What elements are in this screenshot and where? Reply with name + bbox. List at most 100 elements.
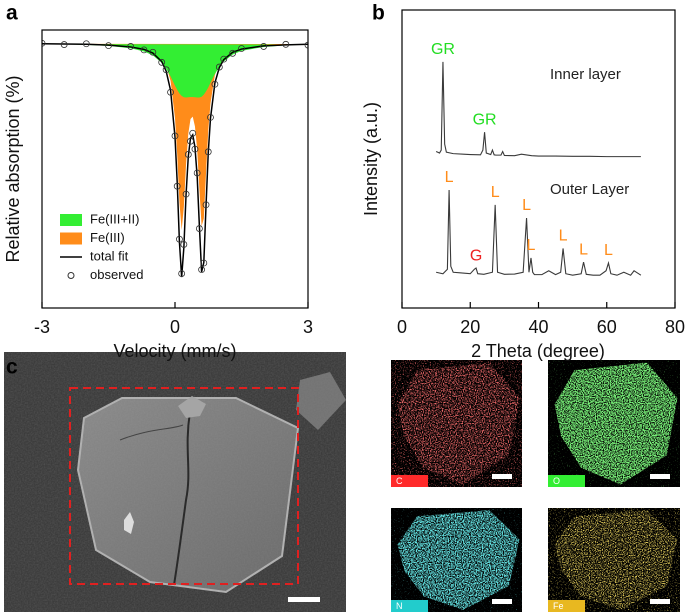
data-point — [60, 41, 68, 48]
selection-box — [69, 387, 299, 585]
element-map: O — [548, 360, 680, 487]
crack — [119, 424, 184, 441]
panel-label: c — [6, 356, 18, 379]
map-label: Fe — [553, 601, 564, 611]
legend-label: total fit — [90, 248, 129, 263]
data-point — [105, 42, 112, 50]
data-point — [220, 55, 228, 63]
element-map: N — [391, 508, 522, 612]
data-point — [158, 58, 166, 66]
x-axis-title: Velocity (mm/s) — [113, 341, 236, 361]
data-point — [187, 137, 194, 145]
y-axis-title: Relative absorption (%) — [3, 75, 23, 262]
legend-label: observed — [90, 267, 143, 282]
map-label: C — [396, 476, 403, 486]
y-axis-title: Intensity (a.u.) — [361, 102, 381, 216]
scale-bar — [650, 599, 670, 604]
x-tick-label: 80 — [665, 317, 685, 337]
legend-swatch — [60, 232, 82, 245]
sem-image — [4, 352, 346, 612]
data-point — [173, 182, 181, 190]
peak-label: L — [604, 242, 613, 259]
peak-label: GR — [473, 111, 497, 128]
data-point — [171, 132, 179, 140]
data-point — [282, 40, 290, 48]
data-point — [207, 113, 214, 121]
area — [42, 44, 308, 98]
data-point — [198, 266, 206, 274]
peak-label: GR — [431, 41, 455, 58]
panel-label: b — [372, 2, 385, 25]
peak-label: L — [522, 197, 531, 214]
chart: -3 0 3 Velocity (mm/s) Relative absorption (… — [3, 29, 313, 361]
line — [435, 61, 641, 158]
particle — [178, 396, 206, 418]
data-point — [178, 270, 186, 277]
x-tick-label: 0 — [397, 317, 407, 337]
legend-swatch — [67, 272, 75, 279]
element-map: C — [391, 360, 522, 487]
data-point — [204, 148, 212, 156]
peak-label: L — [559, 228, 568, 245]
series-label: Outer Layer — [550, 181, 629, 198]
map-label-box — [548, 475, 585, 487]
chart: 0 20 40 60 80 2 Theta (degree) Intensity (a.u.… — [361, 9, 685, 361]
x-tick-label: 60 — [597, 317, 617, 337]
crystal-texture — [78, 398, 298, 592]
legend-label: Fe(III) — [90, 230, 125, 245]
panel-label: a — [6, 2, 18, 25]
data-point — [180, 241, 188, 248]
plot-area — [435, 61, 642, 276]
peak-label: L — [579, 241, 588, 258]
x-tick-label: 3 — [303, 317, 313, 337]
debris — [296, 372, 346, 430]
data-point — [167, 88, 174, 96]
data-point — [189, 129, 197, 137]
map-label-box — [548, 600, 585, 612]
map-label-box — [391, 475, 428, 487]
x-axis-title: 2 Theta (degree) — [471, 341, 605, 361]
data-point — [202, 201, 210, 209]
data-point — [127, 43, 135, 50]
data-point — [195, 225, 203, 232]
data-point — [176, 235, 183, 243]
legend-swatch — [60, 214, 82, 226]
data-point — [82, 40, 90, 48]
peak-label: L — [445, 169, 454, 186]
data-point — [184, 151, 192, 158]
data-point — [140, 46, 148, 54]
x-tick-label: 40 — [528, 317, 548, 337]
scale-bar — [288, 597, 320, 602]
element-maps: C O N Fe — [391, 360, 680, 612]
element-map: Fe — [548, 508, 680, 612]
data-point — [191, 145, 199, 153]
x-tick-label: 20 — [460, 317, 480, 337]
data-point — [162, 66, 170, 74]
data-point — [260, 43, 268, 50]
x-tick-label: 0 — [170, 317, 180, 337]
data-point — [193, 169, 201, 177]
series-label: Inner layer — [550, 66, 621, 83]
plot-area — [42, 39, 308, 278]
x-tick-label: -3 — [34, 317, 50, 337]
legend-label: Fe(III+II) — [90, 211, 139, 226]
scale-bar — [492, 599, 512, 604]
data-point — [238, 45, 245, 52]
data-point — [211, 80, 219, 88]
crack — [173, 411, 191, 586]
map-label: N — [396, 601, 403, 611]
scale-bar — [492, 474, 512, 479]
data-point — [200, 259, 208, 267]
particle — [124, 512, 134, 534]
data-point — [42, 39, 46, 47]
peak-label: L — [527, 237, 536, 254]
map-label: O — [553, 476, 560, 486]
peak-label: G — [470, 247, 482, 264]
data-point — [215, 63, 223, 71]
data-point — [304, 41, 308, 49]
peak-label: L — [491, 184, 500, 201]
map-label-box — [391, 600, 428, 612]
data-point — [182, 190, 190, 198]
data-point — [229, 49, 237, 57]
